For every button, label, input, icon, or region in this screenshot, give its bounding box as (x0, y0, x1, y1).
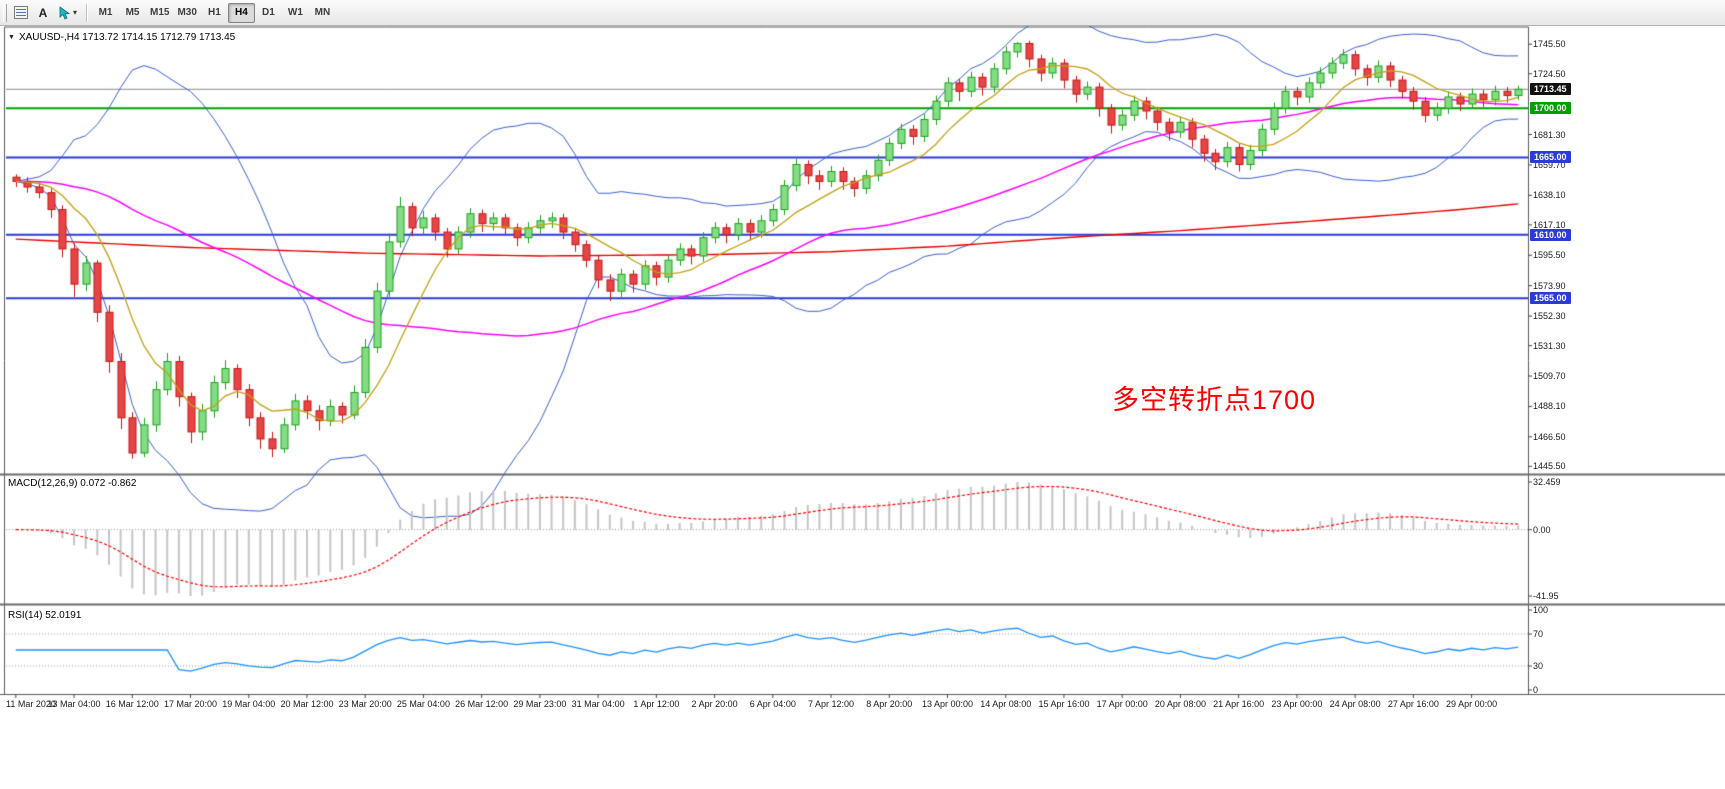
chart-canvas[interactable] (0, 26, 1725, 789)
timeframe-toolbar: M1 M5 M15 M30 H1 H4 D1 W1 MN (92, 2, 336, 23)
cursor-tool-button[interactable]: ▾ (54, 3, 81, 23)
charts-toolbar: A ▾ M1 M5 M15 M30 H1 H4 D1 W1 MN (0, 0, 1725, 26)
timeframe-h1-button[interactable]: H1 (208, 7, 221, 18)
text-tool-button[interactable]: A (32, 3, 54, 23)
timeframe-m5-button[interactable]: M5 (125, 7, 140, 18)
timeframe-m1-button[interactable]: M1 (98, 7, 113, 18)
timeframe-w1-button[interactable]: W1 (287, 7, 303, 18)
toolbar-drag-handle[interactable] (3, 3, 7, 22)
cursor-arrow-icon (58, 5, 71, 20)
dropdown-arrow-icon: ▾ (73, 8, 78, 17)
toolbar-separator (86, 3, 88, 22)
text-tool-label: A (38, 5, 48, 20)
tick-chart-icon (14, 6, 28, 19)
timeframe-m30-button[interactable]: M30 (177, 7, 197, 18)
timeframe-mn-button[interactable]: MN (314, 7, 331, 18)
timeframe-h4-button[interactable]: H4 (227, 2, 255, 23)
tick-chart-button[interactable] (10, 3, 32, 23)
timeframe-m15-button[interactable]: M15 (150, 7, 170, 18)
timeframe-d1-button[interactable]: D1 (262, 7, 275, 18)
chart-workspace: ▼ XAUUSD-,H4 1713.72 1714.15 1712.79 1713… (0, 26, 1725, 789)
